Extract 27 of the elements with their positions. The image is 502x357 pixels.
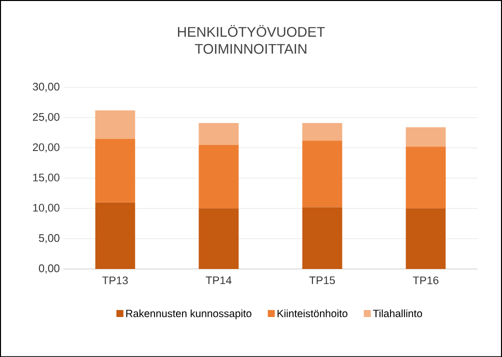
y-tick-label: 30,00 bbox=[32, 82, 60, 92]
x-tick-label: TP15 bbox=[309, 276, 335, 284]
bar bbox=[198, 144, 239, 208]
bar bbox=[406, 146, 446, 208]
legend-label: Kiinteistönhoito bbox=[278, 309, 348, 318]
bar bbox=[95, 202, 136, 269]
chart-title: HENKILÖTYÖVUODET TOIMINNOITTAIN bbox=[178, 24, 325, 54]
legend-label: Rakennusten kunnossapito bbox=[126, 309, 252, 320]
bar bbox=[302, 207, 342, 269]
bar bbox=[95, 138, 136, 202]
bar bbox=[198, 122, 239, 145]
bar bbox=[302, 122, 342, 140]
x-tick-label: TP13 bbox=[102, 276, 128, 284]
bar bbox=[95, 110, 136, 139]
y-tick-label: 10,00 bbox=[33, 204, 60, 213]
legend-label: Tilahallinto bbox=[373, 309, 422, 318]
x-tick-label: TP16 bbox=[412, 276, 438, 284]
y-tick-label: 20,00 bbox=[32, 143, 60, 152]
y-tick-label: 15,00 bbox=[33, 173, 60, 183]
y-tick-label: 5,00 bbox=[38, 234, 60, 244]
bar bbox=[406, 127, 446, 147]
bar bbox=[406, 208, 446, 269]
bar bbox=[198, 208, 239, 269]
y-tick-label: 25,00 bbox=[32, 112, 60, 122]
y-tick-label: 0,00 bbox=[38, 264, 60, 274]
bar bbox=[302, 140, 342, 208]
x-tick-label: TP14 bbox=[206, 276, 232, 284]
